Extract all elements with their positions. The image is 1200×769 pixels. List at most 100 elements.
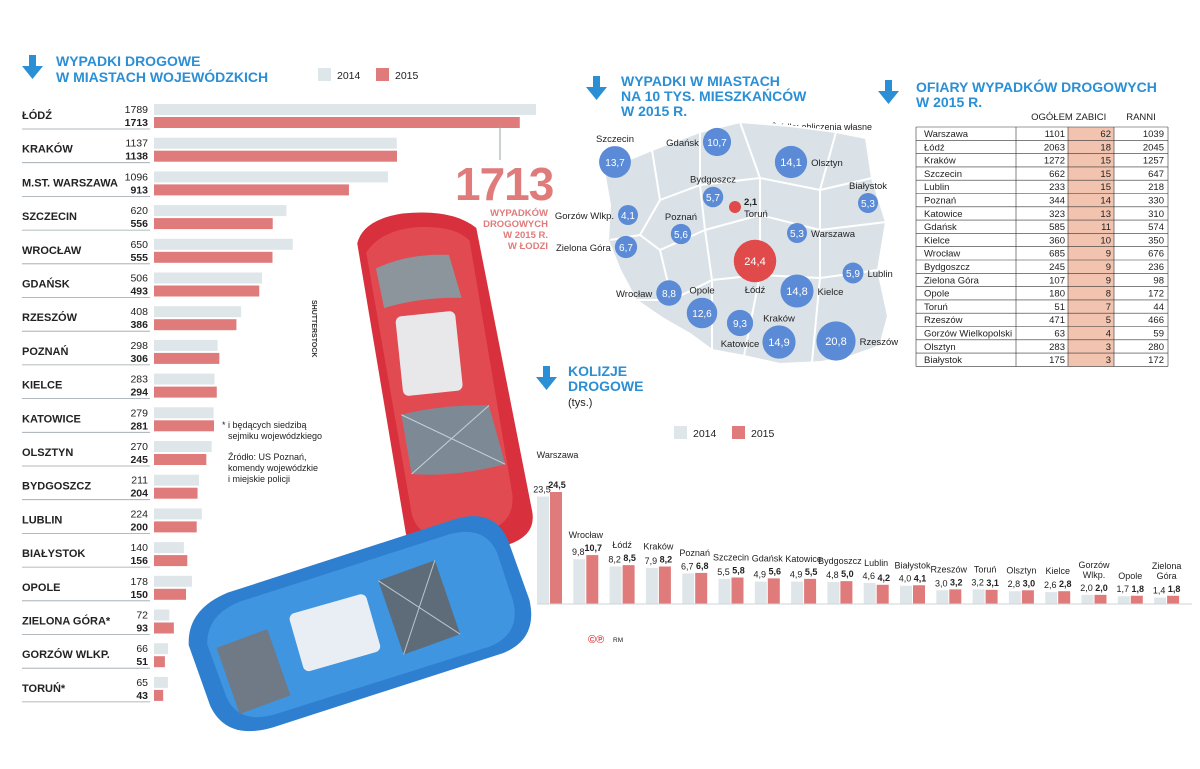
bar-2014 bbox=[645, 567, 658, 604]
category-label: Bydgoszcz bbox=[818, 556, 862, 566]
table-total: 323 bbox=[1049, 209, 1065, 220]
bar-2015 bbox=[985, 589, 998, 604]
table-killed: 13 bbox=[1100, 209, 1111, 220]
table-highlight-cell bbox=[1068, 246, 1114, 260]
table-injured: 330 bbox=[1148, 196, 1164, 207]
value-label-2015: 1,8 bbox=[1132, 584, 1145, 594]
table-total: 585 bbox=[1049, 222, 1065, 233]
table-killed: 10 bbox=[1100, 235, 1111, 246]
bar-2014 bbox=[154, 609, 170, 621]
table-killed: 15 bbox=[1100, 169, 1111, 180]
table-total: 1272 bbox=[1044, 156, 1065, 167]
value-label-2014: 279 bbox=[130, 407, 148, 419]
value-label-2015: 204 bbox=[130, 488, 148, 500]
table-city: Gorzów Wielkopolski bbox=[924, 329, 1012, 340]
map-value: 14,8 bbox=[786, 286, 807, 298]
table-total: 233 bbox=[1049, 182, 1065, 193]
value-label-2014: 5,5 bbox=[717, 567, 730, 577]
value-label-2015: 5,0 bbox=[841, 569, 854, 579]
footer-mark: ©℗ bbox=[588, 634, 604, 646]
table-injured: 574 bbox=[1148, 222, 1164, 233]
category-label: TORUŃ* bbox=[22, 682, 66, 695]
table-killed: 4 bbox=[1106, 329, 1111, 340]
source-line2: komendy wojewódzkie bbox=[228, 463, 318, 473]
value-label-2014: 408 bbox=[130, 306, 148, 318]
map-bubble bbox=[618, 205, 638, 225]
value-label-2015: 43 bbox=[136, 690, 148, 702]
bar-2015 bbox=[1167, 595, 1180, 604]
table-killed: 15 bbox=[1100, 156, 1111, 167]
table-injured: 172 bbox=[1148, 355, 1164, 366]
bar-2014 bbox=[154, 104, 536, 115]
table-city: Białystok bbox=[924, 355, 962, 366]
bar-2015 bbox=[154, 386, 217, 398]
map-value: 24,4 bbox=[744, 256, 765, 268]
table-total: 685 bbox=[1049, 249, 1065, 260]
table-highlight-cell bbox=[1068, 166, 1114, 181]
category-label: Kraków bbox=[643, 542, 674, 552]
map-value: 20,8 bbox=[825, 336, 846, 348]
category-label: OLSZTYN bbox=[22, 447, 73, 459]
value-label-2014: 1,4 bbox=[1153, 586, 1166, 596]
map-bubble bbox=[787, 223, 807, 243]
bar-2015 bbox=[154, 251, 273, 263]
highlight-line3: W 2015 R. bbox=[503, 230, 548, 241]
bar-2015 bbox=[949, 589, 962, 604]
bar-2014 bbox=[609, 566, 622, 604]
table-killed: 62 bbox=[1100, 129, 1111, 140]
category-label: KIELCE bbox=[22, 380, 62, 392]
value-label-2015: 2,0 bbox=[1095, 583, 1108, 593]
value-label-2015: 294 bbox=[130, 387, 148, 399]
value-label-2014: 650 bbox=[130, 239, 148, 251]
value-label-2014: 72 bbox=[136, 610, 148, 622]
table-city: Rzeszów bbox=[924, 315, 963, 326]
highlight-line4: W ŁODZI bbox=[508, 241, 548, 252]
map-title-line3: W 2015 R. bbox=[621, 103, 687, 119]
bar-2015 bbox=[154, 622, 174, 634]
source-line1: Źródło: US Poznań, bbox=[228, 452, 307, 462]
bar-2014 bbox=[154, 643, 169, 655]
map-city-label: Bydgoszcz bbox=[690, 175, 736, 186]
bar-2015 bbox=[154, 588, 187, 600]
map-value: 12,6 bbox=[692, 309, 712, 320]
highlight-number: 1713 bbox=[455, 158, 553, 210]
table-city: Kraków bbox=[924, 156, 956, 167]
table-injured: 1257 bbox=[1143, 156, 1164, 167]
bar-2014 bbox=[154, 474, 200, 486]
map-bubble bbox=[686, 297, 718, 329]
table-highlight-cell bbox=[1068, 180, 1114, 194]
bar-2014 bbox=[537, 496, 549, 604]
bar-2014 bbox=[154, 171, 389, 183]
table-killed: 5 bbox=[1106, 315, 1111, 326]
map-bubble bbox=[762, 325, 796, 359]
bar-2014 bbox=[863, 582, 876, 604]
value-label-2015: 1,8 bbox=[1168, 584, 1181, 594]
bar-2015 bbox=[1094, 594, 1107, 604]
table-total: 51 bbox=[1054, 302, 1065, 313]
table-injured: 172 bbox=[1148, 289, 1164, 300]
category-label: OPOLE bbox=[22, 582, 61, 594]
map-bubble bbox=[614, 235, 638, 259]
value-label-2014: 620 bbox=[130, 205, 148, 217]
value-label-2015: 386 bbox=[130, 319, 148, 331]
map-value: 10,7 bbox=[707, 138, 727, 149]
source-line3: i miejskie policji bbox=[228, 474, 290, 484]
value-label-2014: 506 bbox=[130, 273, 148, 285]
table-killed: 9 bbox=[1106, 249, 1111, 260]
value-label-2015: 555 bbox=[130, 252, 148, 264]
value-label-2014: 2,8 bbox=[1008, 579, 1021, 589]
bar-2015 bbox=[695, 572, 708, 604]
category-label: POZNAŃ bbox=[22, 345, 69, 358]
category-label: Olsztyn bbox=[1006, 565, 1036, 575]
map-bubbles: 13,7 Szczecin 10,7 Gdańsk 14,1 Olsztyn 5,3 Biał… bbox=[555, 127, 898, 361]
map-bubble bbox=[702, 186, 724, 208]
bar-2015 bbox=[154, 689, 164, 701]
category-label: ŁÓDŹ bbox=[22, 109, 52, 122]
map-value: 5,7 bbox=[706, 193, 720, 204]
table-total: 1101 bbox=[1045, 129, 1065, 140]
bar-2014 bbox=[900, 585, 912, 604]
category-label: Warszawa bbox=[537, 450, 579, 460]
legend-2014-swatch bbox=[318, 68, 331, 81]
bar-2015 bbox=[154, 285, 260, 297]
